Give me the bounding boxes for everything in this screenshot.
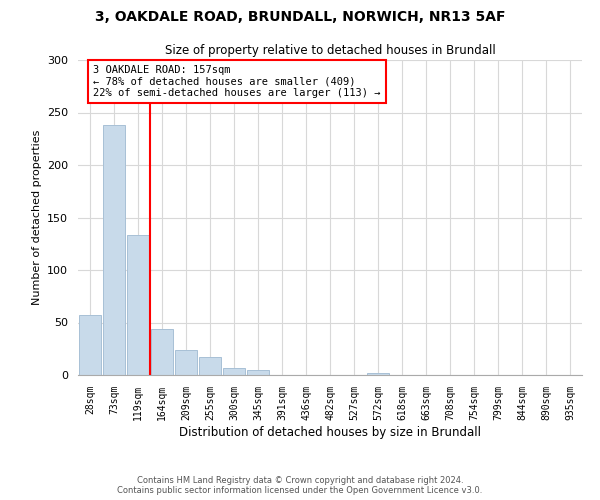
Title: Size of property relative to detached houses in Brundall: Size of property relative to detached ho… — [164, 44, 496, 58]
Text: 3, OAKDALE ROAD, BRUNDALL, NORWICH, NR13 5AF: 3, OAKDALE ROAD, BRUNDALL, NORWICH, NR13… — [95, 10, 505, 24]
Bar — [223, 368, 245, 375]
Bar — [103, 125, 125, 375]
Bar — [175, 350, 197, 375]
Y-axis label: Number of detached properties: Number of detached properties — [32, 130, 41, 305]
Bar — [79, 315, 101, 375]
Bar — [127, 236, 149, 375]
Bar — [247, 370, 269, 375]
X-axis label: Distribution of detached houses by size in Brundall: Distribution of detached houses by size … — [179, 426, 481, 438]
Text: 3 OAKDALE ROAD: 157sqm
← 78% of detached houses are smaller (409)
22% of semi-de: 3 OAKDALE ROAD: 157sqm ← 78% of detached… — [93, 64, 380, 98]
Bar — [367, 373, 389, 375]
Text: Contains HM Land Registry data © Crown copyright and database right 2024.
Contai: Contains HM Land Registry data © Crown c… — [118, 476, 482, 495]
Bar — [199, 357, 221, 375]
Bar — [151, 329, 173, 375]
